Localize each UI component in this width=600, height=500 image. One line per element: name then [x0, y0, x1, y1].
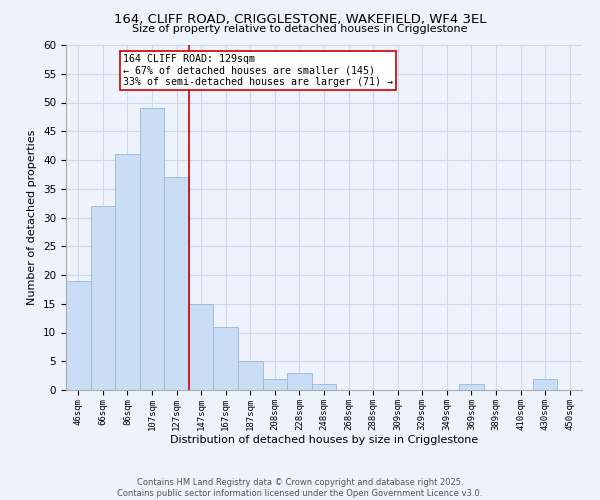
Text: 164 CLIFF ROAD: 129sqm
← 67% of detached houses are smaller (145)
33% of semi-de: 164 CLIFF ROAD: 129sqm ← 67% of detached…: [122, 54, 392, 87]
Y-axis label: Number of detached properties: Number of detached properties: [28, 130, 37, 305]
Bar: [214, 327, 238, 390]
Bar: [459, 384, 484, 390]
Bar: [263, 378, 287, 390]
Bar: [140, 108, 164, 390]
Bar: [164, 178, 189, 390]
Bar: [91, 206, 115, 390]
X-axis label: Distribution of detached houses by size in Crigglestone: Distribution of detached houses by size …: [170, 436, 478, 446]
Bar: [287, 373, 312, 390]
Bar: [115, 154, 140, 390]
Bar: [533, 378, 557, 390]
Bar: [312, 384, 336, 390]
Text: Size of property relative to detached houses in Crigglestone: Size of property relative to detached ho…: [132, 24, 468, 34]
Text: Contains HM Land Registry data © Crown copyright and database right 2025.
Contai: Contains HM Land Registry data © Crown c…: [118, 478, 482, 498]
Text: 164, CLIFF ROAD, CRIGGLESTONE, WAKEFIELD, WF4 3EL: 164, CLIFF ROAD, CRIGGLESTONE, WAKEFIELD…: [114, 12, 486, 26]
Bar: [238, 361, 263, 390]
Bar: [66, 281, 91, 390]
Bar: [189, 304, 214, 390]
